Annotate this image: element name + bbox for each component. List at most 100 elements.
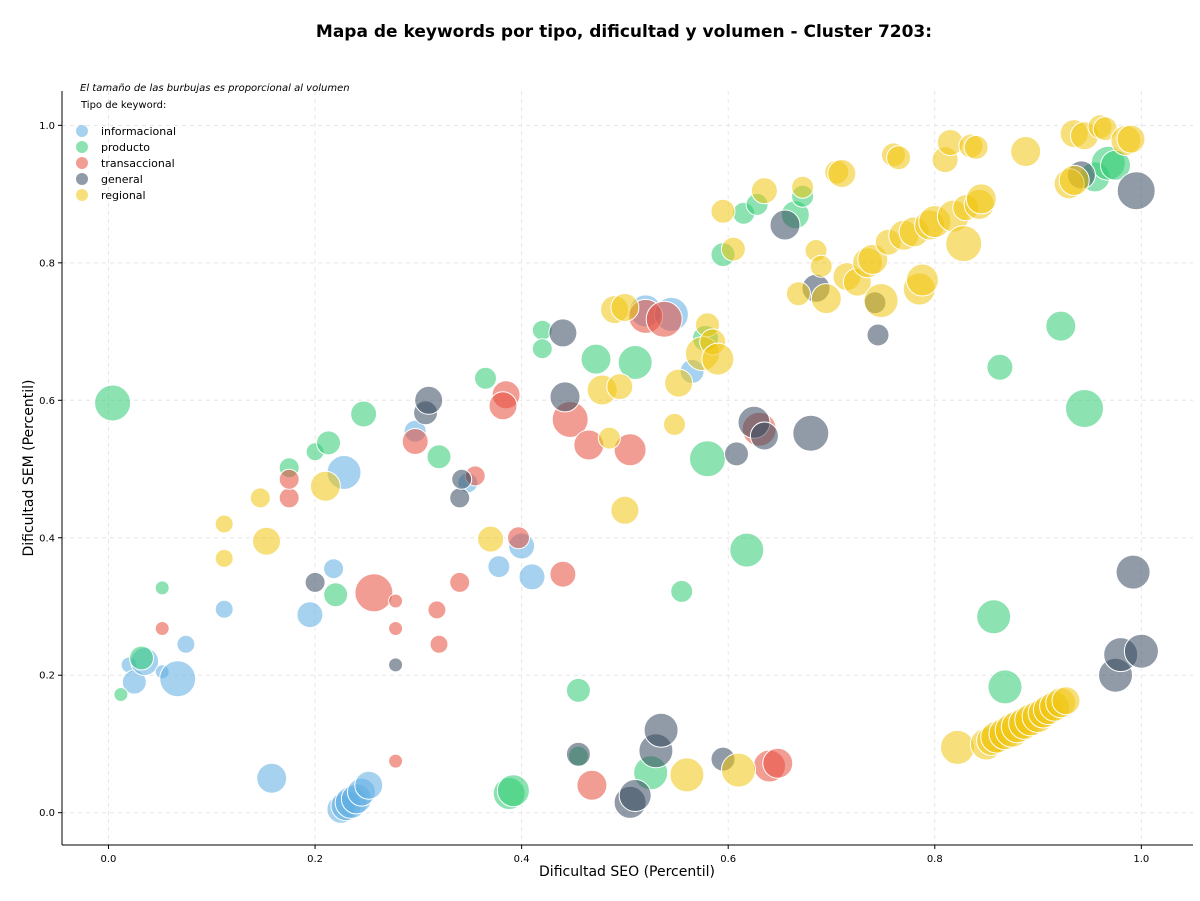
y-tick-label: 1.0 xyxy=(39,121,55,132)
bubble-producto xyxy=(496,774,530,808)
bubble-general xyxy=(724,441,749,467)
bubble-general xyxy=(792,414,830,452)
bubble-regional xyxy=(597,426,621,450)
bubble-producto xyxy=(565,677,591,703)
bubble-producto xyxy=(987,669,1023,705)
bubble-regional xyxy=(664,368,694,398)
bubble-producto xyxy=(689,440,726,478)
bubble-general xyxy=(1115,554,1151,590)
bubble-general xyxy=(449,487,471,509)
legend-item-regional: regional xyxy=(76,189,146,202)
bubble-regional xyxy=(827,159,857,188)
bubble-transaccional xyxy=(354,573,394,613)
legend: Tipo de keyword: informacional producto tr… xyxy=(76,100,176,202)
series-informacional xyxy=(120,294,705,824)
x-tick-label: 0.2 xyxy=(307,854,323,865)
legend-label: transaccional xyxy=(101,157,175,170)
bubble-producto xyxy=(1045,310,1077,342)
bubble-regional xyxy=(669,757,705,793)
bubble-informacional xyxy=(256,762,288,794)
x-tick-label: 0.8 xyxy=(927,854,943,865)
bubble-producto xyxy=(350,400,378,428)
y-tick-label: 0.4 xyxy=(39,533,55,544)
x-tick-label: 0.0 xyxy=(101,854,117,865)
bubble-informacional xyxy=(518,563,546,591)
bubble-regional xyxy=(863,283,899,319)
series-regional xyxy=(214,114,1146,793)
bubble-regional xyxy=(610,293,640,322)
bubble-general xyxy=(866,323,890,347)
legend-swatch xyxy=(76,173,88,185)
y-tick-label: 0.0 xyxy=(39,808,55,819)
legend-label: producto xyxy=(101,141,150,154)
bubble-transaccional xyxy=(576,769,608,801)
bubble-transaccional xyxy=(388,753,404,769)
y-axis-label: Dificultad SEM (Percentil) xyxy=(21,380,37,557)
grid xyxy=(62,91,1193,845)
bubble-transaccional xyxy=(401,428,429,455)
bubble-transaccional xyxy=(388,621,404,636)
bubble-regional xyxy=(750,177,778,205)
bubble-regional xyxy=(1116,124,1146,154)
bubble-informacional xyxy=(176,634,196,654)
bubble-regional xyxy=(940,729,975,765)
bubble-informacional xyxy=(323,558,345,580)
bubble-producto xyxy=(531,338,553,360)
bubble-general xyxy=(451,468,473,490)
bubble-regional xyxy=(610,495,640,525)
bubble-transaccional xyxy=(449,571,471,593)
bubble-producto xyxy=(129,645,154,671)
bubble-transaccional xyxy=(762,747,794,779)
y-tick-label: 0.2 xyxy=(39,671,55,682)
bubble-transaccional xyxy=(507,526,530,550)
bubble-transaccional xyxy=(613,433,647,467)
legend-swatch xyxy=(76,189,88,201)
bubble-general xyxy=(414,385,444,415)
bubble-producto xyxy=(1065,389,1104,428)
bubble-regional xyxy=(791,175,815,199)
bubble-informacional xyxy=(487,555,511,579)
legend-item-informacional: informacional xyxy=(76,125,176,138)
bubble-regional xyxy=(810,283,842,315)
bubble-transaccional xyxy=(488,391,518,421)
bubble-producto xyxy=(316,430,341,456)
legend-label: informacional xyxy=(101,125,176,138)
bubbles xyxy=(94,114,1159,824)
bubble-regional xyxy=(214,548,234,568)
axes xyxy=(61,91,1193,846)
legend-title: Tipo de keyword: xyxy=(80,100,166,111)
bubble-regional xyxy=(963,134,989,160)
bubble-regional xyxy=(1051,686,1081,716)
bubble-general xyxy=(565,741,591,767)
bubble-regional xyxy=(721,752,756,788)
bubble-informacional xyxy=(354,770,384,800)
legend-label: regional xyxy=(101,189,146,202)
bubble-regional xyxy=(252,526,281,556)
bubble-regional xyxy=(1058,164,1090,196)
bubble-general xyxy=(304,571,326,593)
bubble-producto xyxy=(580,343,612,375)
y-tick-label: 0.8 xyxy=(39,258,55,269)
series-transaccional xyxy=(154,298,794,801)
bubble-general xyxy=(618,779,652,812)
bubble-informacional xyxy=(159,660,197,698)
y-tick-label: 0.6 xyxy=(39,396,55,407)
bubble-regional xyxy=(309,470,341,502)
legend-label: general xyxy=(101,173,143,186)
bubble-regional xyxy=(785,281,811,307)
bubble-producto xyxy=(670,579,694,603)
legend-swatch xyxy=(76,157,88,169)
bubble-regional xyxy=(214,514,234,534)
bubble-producto xyxy=(976,599,1012,635)
legend-swatch xyxy=(76,125,88,137)
size-note: El tamaño de las burbujas es proporciona… xyxy=(80,83,350,94)
bubble-general xyxy=(643,712,679,748)
bubble-transaccional xyxy=(278,468,300,490)
bubble-general xyxy=(1123,633,1159,669)
bubble-producto xyxy=(986,353,1014,381)
chart-title: Mapa de keywords por tipo, dificultad y … xyxy=(316,22,932,42)
x-tick-label: 0.4 xyxy=(514,854,530,865)
x-ticks: 0.0 0.2 0.4 0.6 0.8 1.0 xyxy=(101,845,1149,865)
bubble-transaccional xyxy=(427,600,447,620)
